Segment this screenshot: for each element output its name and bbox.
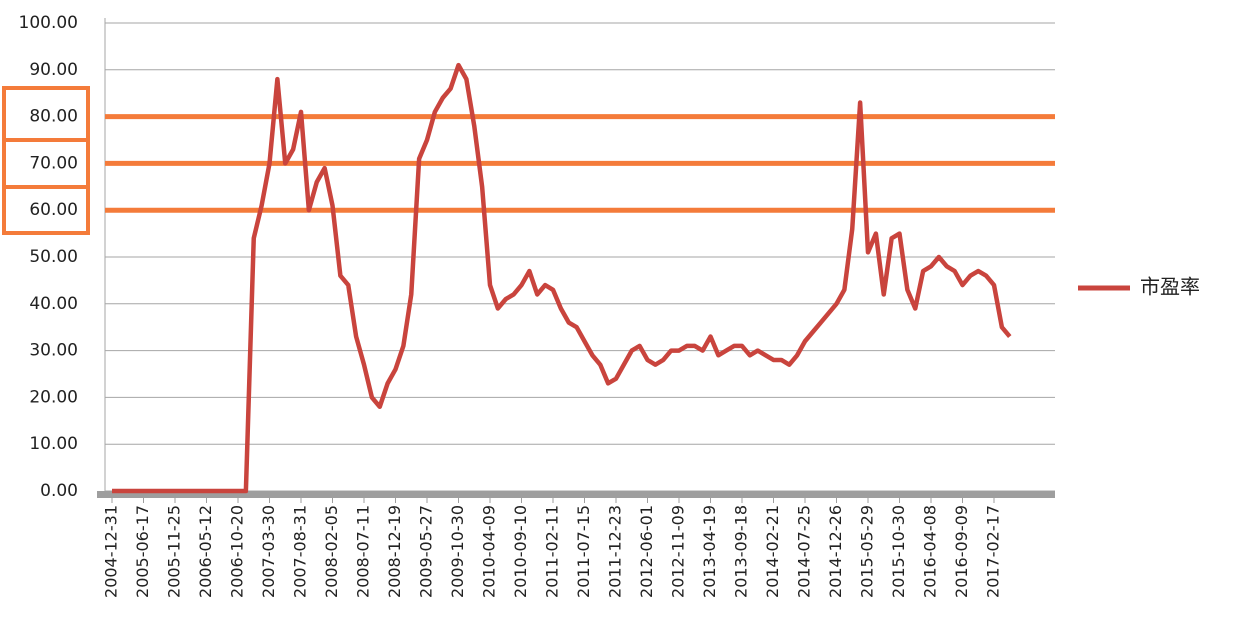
x-tick-label: 2008-12-19 (385, 505, 404, 598)
x-axis (97, 491, 1055, 498)
x-tick-label: 2008-07-11 (354, 505, 373, 598)
y-tick-label: 50.00 (29, 247, 78, 267)
x-tick-label: 2017-02-17 (984, 505, 1003, 598)
x-tick-label: 2014-12-26 (826, 505, 845, 598)
x-tick-label: 2012-06-01 (637, 505, 656, 598)
y-tick-label: 80.00 (29, 107, 78, 127)
x-tick-label: 2005-11-25 (165, 505, 184, 598)
y-tick-label: 40.00 (29, 294, 78, 314)
legend-label: 市盈率 (1140, 275, 1200, 299)
x-tick-label: 2010-09-10 (511, 505, 530, 598)
x-tick-label: 2011-12-23 (606, 505, 625, 598)
y-tick-label: 10.00 (29, 434, 78, 454)
x-tick-label: 2015-10-30 (889, 505, 908, 598)
x-tick-label: 2012-11-09 (669, 505, 688, 598)
x-tick-label: 2015-05-29 (858, 505, 877, 598)
x-tick-label: 2011-07-15 (574, 505, 593, 598)
x-tick-label: 2005-06-17 (133, 505, 152, 598)
y-tick-label: 90.00 (29, 60, 78, 80)
y-tick-label: 30.00 (29, 341, 78, 361)
x-tick-label: 2013-09-18 (732, 505, 751, 598)
x-tick-label: 2014-02-21 (763, 505, 782, 598)
x-tick-label: 2013-04-19 (700, 505, 719, 598)
x-tick-label: 2006-10-20 (228, 505, 247, 598)
x-tick-label: 2004-12-31 (102, 505, 121, 598)
x-tick-label: 2007-08-31 (291, 505, 310, 598)
y-tick-label: 100.00 (19, 13, 78, 33)
data-line (112, 62, 1012, 494)
x-tick-label: 2006-05-12 (196, 505, 215, 598)
highlight-box (2, 185, 90, 235)
x-tick-label: 2016-09-09 (952, 505, 971, 598)
x-tick-label: 2011-02-11 (543, 505, 562, 598)
x-tick-label: 2009-05-27 (417, 505, 436, 598)
x-tick-label: 2007-03-30 (259, 505, 278, 598)
y-tick-label: 20.00 (29, 387, 78, 407)
x-tick-label: 2009-10-30 (448, 505, 467, 598)
x-tick-label: 2014-07-25 (795, 505, 814, 598)
x-tick-label: 2016-04-08 (921, 505, 940, 598)
y-tick-label: 70.00 (29, 153, 78, 173)
y-tick-label: 60.00 (29, 200, 78, 220)
x-tick-label: 2010-04-09 (480, 505, 499, 598)
y-tick-label: 0.00 (40, 481, 78, 501)
x-tick-label: 2008-02-05 (322, 505, 341, 598)
